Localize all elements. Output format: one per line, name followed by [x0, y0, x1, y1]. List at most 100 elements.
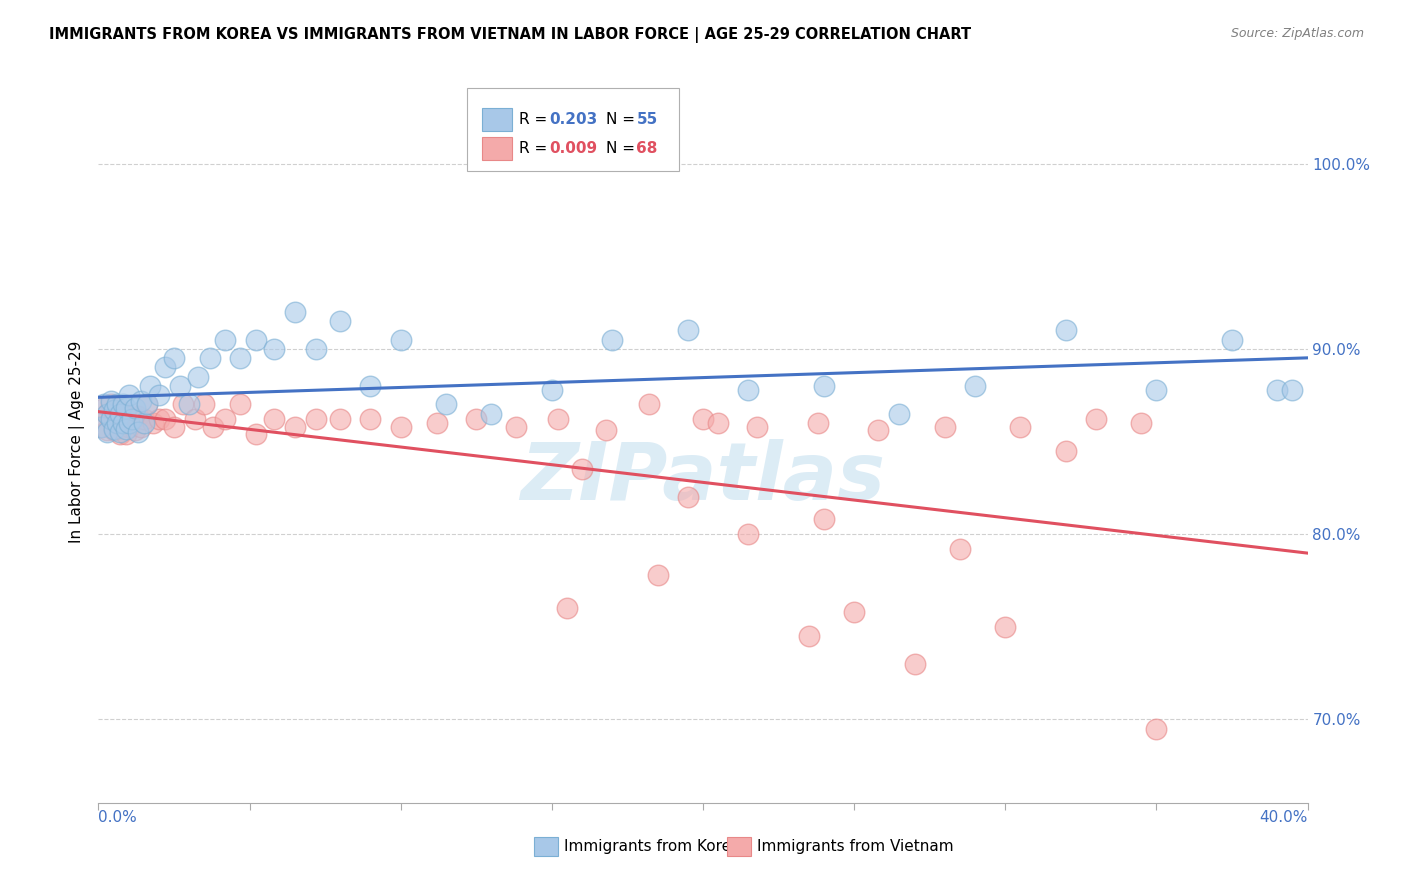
Point [108, 407, 131, 421]
Point [284, 305, 307, 319]
Point [389, 419, 412, 434]
Point [797, 629, 820, 643]
Point [96, 425, 118, 440]
Point [1054, 443, 1077, 458]
Text: IMMIGRANTS FROM KOREA VS IMMIGRANTS FROM VIETNAM IN LABOR FORCE | AGE 25-29 CORR: IMMIGRANTS FROM KOREA VS IMMIGRANTS FROM… [49, 27, 972, 43]
Point [994, 620, 1017, 634]
Point [103, 424, 125, 438]
Point [329, 314, 352, 328]
Text: Immigrants from Vietnam: Immigrants from Vietnam [758, 838, 955, 854]
Point [103, 421, 125, 435]
Point [245, 427, 267, 442]
Point [595, 424, 617, 438]
Point [118, 419, 141, 434]
Point [108, 425, 131, 440]
Point [263, 342, 285, 356]
Point [96, 424, 118, 438]
Point [132, 412, 155, 426]
Point [103, 412, 125, 426]
Point [127, 425, 149, 440]
Point [118, 416, 141, 430]
Point [184, 412, 207, 426]
Point [465, 412, 488, 426]
Point [118, 388, 141, 402]
Point [813, 512, 835, 526]
Point [153, 412, 176, 426]
Point [807, 416, 830, 430]
Point [142, 416, 165, 430]
Point [114, 409, 136, 423]
Point [108, 412, 131, 426]
Point [747, 419, 769, 434]
Point [93, 397, 115, 411]
Point [105, 401, 128, 416]
Text: R =: R = [519, 112, 553, 127]
Text: N =: N = [606, 141, 640, 156]
Point [163, 419, 186, 434]
Point [111, 405, 134, 419]
Point [105, 397, 128, 411]
Point [139, 379, 162, 393]
Point [229, 397, 252, 411]
Point [100, 412, 122, 426]
Point [868, 424, 890, 438]
Text: 55: 55 [637, 112, 658, 127]
Text: Source: ZipAtlas.com: Source: ZipAtlas.com [1230, 27, 1364, 40]
Point [193, 397, 215, 411]
Point [214, 333, 236, 347]
Point [135, 397, 157, 411]
Point [100, 412, 122, 426]
Point [1054, 323, 1077, 337]
Point [124, 401, 146, 416]
Point [100, 397, 122, 411]
Text: Immigrants from Korea: Immigrants from Korea [564, 838, 741, 854]
Point [127, 409, 149, 423]
Point [934, 419, 956, 434]
Point [111, 416, 134, 430]
Point [114, 401, 136, 416]
Point [179, 397, 201, 411]
Point [889, 407, 911, 421]
Point [96, 407, 118, 421]
Point [1144, 383, 1167, 397]
Point [1267, 383, 1289, 397]
Point [1144, 722, 1167, 736]
Point [129, 393, 152, 408]
Point [305, 342, 328, 356]
Point [540, 383, 562, 397]
Point [111, 419, 134, 434]
Point [637, 397, 659, 411]
Point [96, 407, 118, 421]
Point [105, 416, 128, 430]
Point [114, 421, 136, 435]
Point [114, 427, 136, 442]
Point [571, 462, 593, 476]
Point [555, 601, 578, 615]
Point [135, 397, 157, 411]
Point [676, 323, 699, 337]
Point [121, 412, 143, 426]
Text: 0.009: 0.009 [550, 141, 598, 156]
Point [169, 379, 191, 393]
Text: N =: N = [606, 112, 640, 127]
Point [111, 397, 134, 411]
Point [965, 379, 987, 393]
Point [263, 412, 285, 426]
Point [949, 541, 972, 556]
Point [103, 403, 125, 417]
FancyBboxPatch shape [534, 838, 558, 855]
Point [202, 419, 225, 434]
Point [547, 412, 569, 426]
Text: R =: R = [519, 141, 553, 156]
Point [737, 527, 759, 541]
Point [1220, 333, 1243, 347]
Point [647, 568, 669, 582]
Point [132, 416, 155, 430]
Point [434, 397, 457, 411]
Point [1130, 416, 1153, 430]
Point [707, 416, 730, 430]
Point [105, 419, 128, 434]
Text: 68: 68 [637, 141, 658, 156]
Point [90, 419, 112, 434]
FancyBboxPatch shape [727, 838, 751, 855]
